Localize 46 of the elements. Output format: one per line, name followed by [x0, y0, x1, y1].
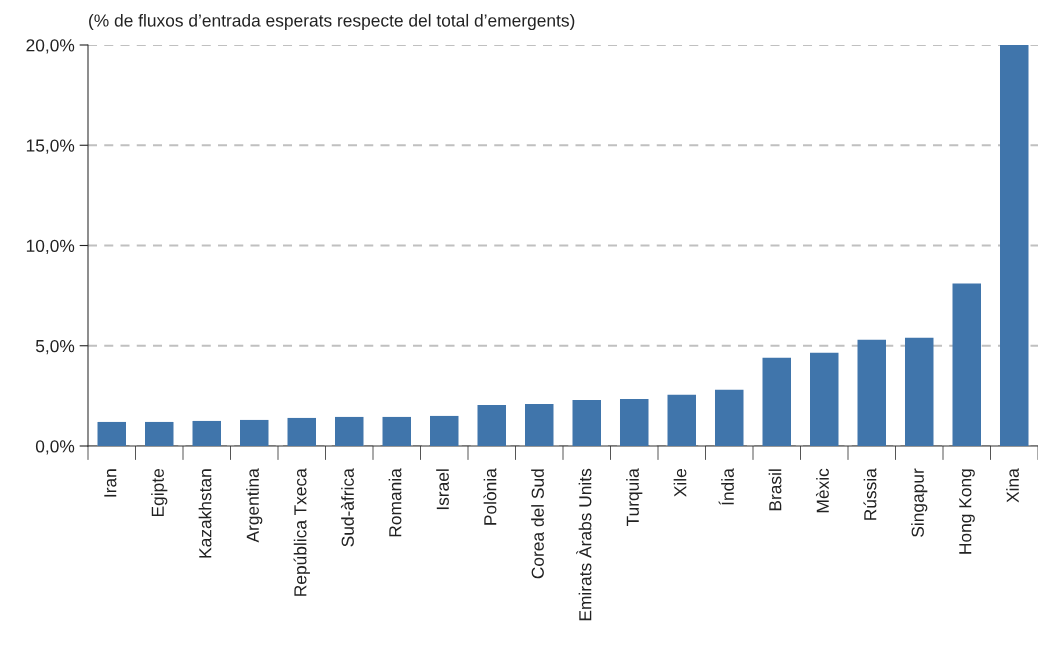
chart-title: (% de fluxos d’entrada esperats respecte del total d’emergents) [89, 13, 575, 31]
bar [430, 415, 459, 446]
x-tick-label: Kazakhstan [198, 469, 212, 558]
bar [145, 421, 174, 446]
x-tick-label: Brasil [768, 469, 782, 511]
x-tick-label: Xina [1006, 468, 1019, 503]
x-tick-label: Turquia [626, 468, 643, 527]
x-tick-label: Xile [673, 468, 687, 497]
bar [335, 416, 364, 446]
bar [382, 416, 411, 446]
y-tick-label: 20,0% [26, 39, 75, 54]
bar [857, 339, 886, 446]
bar [192, 420, 221, 446]
x-tick-label: Singapur [911, 468, 928, 537]
x-tick-label: Corea del Sud [531, 469, 544, 579]
x-tick-label: Sud-àfrica [340, 468, 354, 547]
bar [477, 404, 506, 446]
x-tick-label: Mèxic [815, 468, 829, 513]
x-tick-label: Egipte [151, 468, 168, 517]
bar [525, 403, 554, 446]
x-tick-label: Argentina [246, 468, 263, 543]
bar [715, 389, 744, 446]
bar [810, 352, 839, 446]
bar [620, 398, 649, 446]
x-tick-label: Iran [104, 469, 117, 497]
bar [762, 357, 791, 446]
y-tick-label: 15,0% [26, 139, 75, 154]
x-tick-label: Hong Kong [959, 469, 975, 554]
x-tick-label: Emirats Àrabs Units [576, 468, 592, 621]
bar [667, 394, 696, 446]
x-tick-label: Rússia [863, 468, 877, 520]
y-tick-label: 10,0% [26, 239, 75, 255]
y-tick-label: 0,0% [35, 440, 75, 455]
x-tick-label: Romania [388, 468, 402, 537]
bar [905, 337, 934, 446]
x-tick-label: República Txeca [293, 468, 310, 596]
bar [287, 417, 316, 446]
bar [240, 419, 269, 446]
bar [952, 283, 981, 446]
bar [572, 399, 601, 446]
x-tick-label: Índia [718, 468, 734, 505]
bar [97, 421, 126, 446]
x-tick-label: Polònia [483, 468, 497, 525]
y-tick-label: 5,0% [35, 339, 75, 355]
bar [1000, 45, 1029, 446]
x-tick-label: Israel [436, 469, 449, 510]
